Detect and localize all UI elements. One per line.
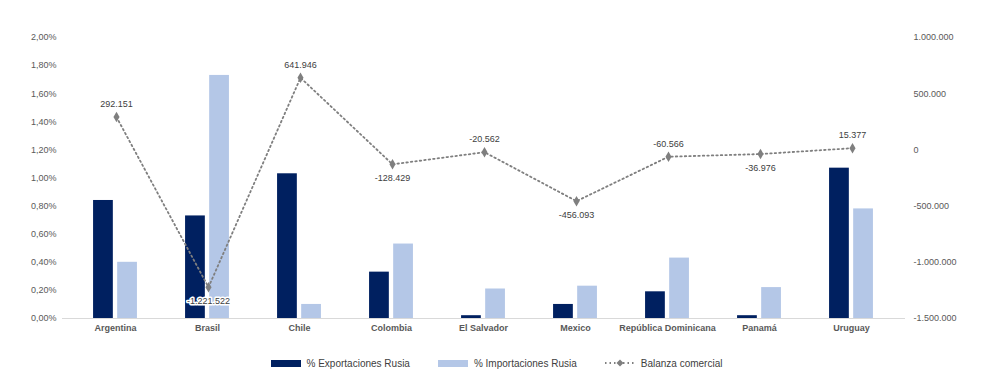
svg-text:1,40%: 1,40% [31, 117, 57, 127]
svg-text:-1.221.522: -1.221.522 [187, 296, 230, 306]
html-text:Balanza comercial: Balanza comercial [640, 357, 723, 369]
svg-text:-1.500.000: -1.500.000 [914, 313, 957, 323]
svg-text:Colombia: Colombia [371, 323, 413, 333]
svg-text:Uruguay: Uruguay [833, 323, 870, 333]
svg-text:500.000: 500.000 [914, 89, 947, 99]
svg-text:15.377: 15.377 [839, 130, 867, 140]
svg-text:0: 0 [914, 145, 919, 155]
svg-text:-456.093: -456.093 [559, 210, 595, 220]
svg-text:1,60%: 1,60% [31, 89, 57, 99]
svg-text:1.000.000: 1.000.000 [914, 32, 954, 42]
svg-text:641.946: 641.946 [284, 60, 317, 70]
svg-text:2,00%: 2,00% [31, 32, 57, 42]
svg-text:1,20%: 1,20% [31, 145, 57, 155]
svg-text:-128.429: -128.429 [375, 173, 411, 183]
svg-text:-36.976: -36.976 [745, 163, 776, 173]
svg-text:Mexico: Mexico [560, 323, 591, 333]
svg-text:1,80%: 1,80% [31, 60, 57, 70]
svg-text:Panamá: Panamá [742, 323, 778, 333]
svg-text:El Salvador: El Salvador [459, 323, 509, 333]
svg-text:Argentina: Argentina [94, 323, 137, 333]
html-text:% Importaciones Rusia: % Importaciones Rusia [473, 357, 577, 369]
svg-text:-1.000.000: -1.000.000 [914, 257, 957, 267]
svg-text:-500.000: -500.000 [914, 201, 950, 211]
html-text:% Exportaciones Rusia: % Exportaciones Rusia [306, 357, 410, 369]
svg-text:0,60%: 0,60% [31, 229, 57, 239]
svg-text:-60.566: -60.566 [653, 139, 684, 149]
svg-text:292.151: 292.151 [100, 99, 133, 109]
svg-text:1,00%: 1,00% [31, 173, 57, 183]
svg-text:Chile: Chile [288, 323, 310, 333]
svg-text:0,40%: 0,40% [31, 257, 57, 267]
svg-text:Brasil: Brasil [195, 323, 220, 333]
svg-text:0,00%: 0,00% [31, 313, 57, 323]
svg-text:-20.562: -20.562 [469, 134, 500, 144]
svg-text:República Dominicana: República Dominicana [619, 323, 717, 333]
svg-text:0,80%: 0,80% [31, 201, 57, 211]
svg-text:0,20%: 0,20% [31, 285, 57, 295]
